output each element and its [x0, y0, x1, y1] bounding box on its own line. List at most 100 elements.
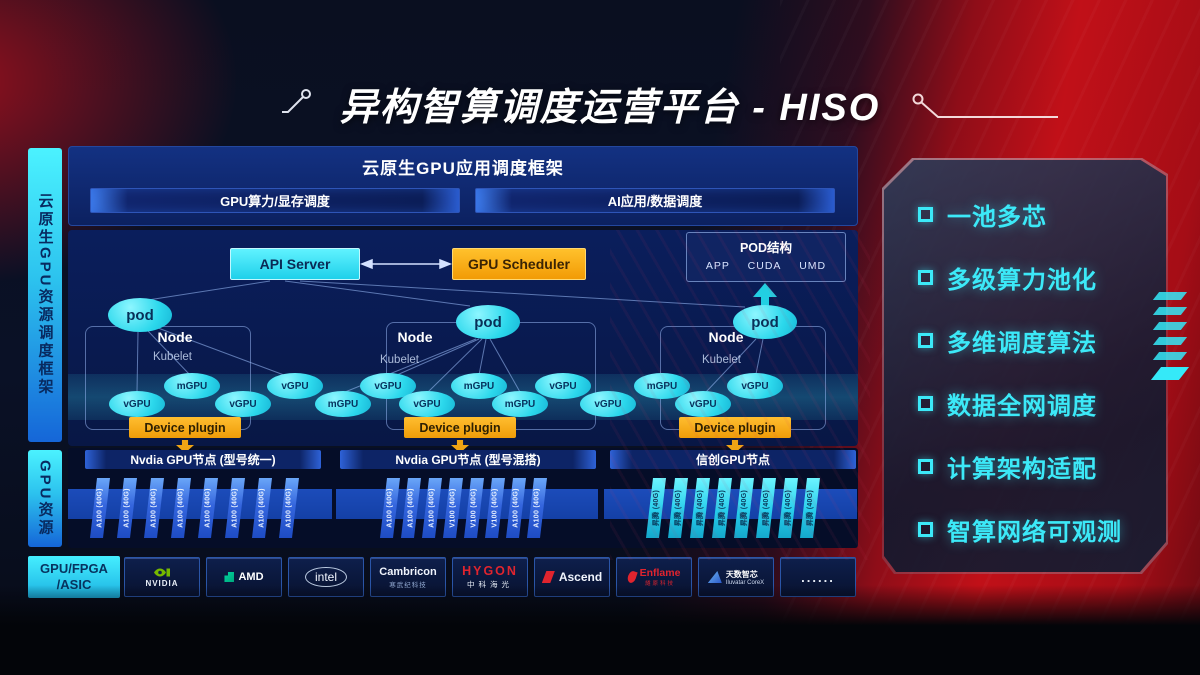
pod-structure-item-cuda: CUDA [747, 260, 782, 272]
kubelet-label: Kubelet [152, 351, 192, 363]
vgpu-ellipse: vGPU [399, 391, 455, 417]
vgpu-ellipse: vGPU [675, 391, 731, 417]
square-bullet-icon [918, 270, 933, 285]
pod-structure-title: POD结构 [739, 241, 793, 255]
hatch-stripes-decoration [1150, 292, 1190, 387]
gpu-card-label: V100 (40G) [449, 488, 457, 528]
pod-ellipse: pod [733, 305, 797, 339]
gpu-card-label: A100 (40G) [177, 488, 185, 528]
mgpu-ellipse: mGPU [164, 373, 220, 399]
gpu-card-label: 昇腾 (40G) [675, 489, 682, 527]
gpu-card-label: V100 (40G) [491, 488, 499, 528]
vgpu-ellipse: vGPU [535, 373, 591, 399]
mgpu-ellipse: mGPU [492, 391, 548, 417]
ascend-slash-icon [541, 571, 555, 583]
vendor-name: 天数智芯 [725, 569, 758, 579]
vendor-name: Cambricon [379, 565, 437, 578]
vendor-name: NVIDIA [145, 578, 179, 588]
square-bullet-icon [918, 522, 933, 537]
gpu-card-label: A100 (40G) [533, 488, 541, 528]
device-plugin-box: Device plugin [679, 417, 791, 438]
vendor-subname: Iluvatar CoreX [725, 579, 765, 586]
gpu-card-label: A100 (40G) [123, 488, 131, 528]
gpu-card-band [604, 489, 857, 519]
amd-arrow-icon [224, 572, 235, 582]
nvidia-eye-icon [154, 568, 170, 576]
enflame-flame-icon [625, 570, 638, 584]
gpu-node-header-uniform: Nvdia GPU节点 (型号统一) [85, 450, 321, 469]
feature-item: 数据全网调度 [947, 392, 1097, 420]
circuit-node-icon-left [282, 89, 311, 113]
gpu-card-label: A100 (40G) [512, 488, 520, 528]
iluvatar-triangle-icon [707, 571, 722, 583]
vendor-name: Ascend [558, 570, 603, 584]
gpu-card-label: 昇腾 (40G) [741, 489, 748, 527]
gpu-card-label: A100 (40G) [428, 488, 436, 528]
pod-structure-item-app: APP [705, 260, 730, 272]
feature-item: 多维调度算法 [947, 329, 1097, 357]
feature-item: 智算网络可观测 [947, 518, 1122, 546]
vgpu-ellipse: vGPU [109, 391, 165, 417]
gpu-card-label: A100 (40G) [96, 488, 104, 528]
feature-item: 一池多芯 [947, 203, 1047, 231]
vgpu-ellipse: vGPU [267, 373, 323, 399]
gpu-card-label: 昇腾 (40G) [653, 489, 660, 527]
gpu-card-label: A100 (40G) [407, 488, 415, 528]
node-label: Node [708, 329, 744, 345]
gpu-card-label: A100 (40G) [204, 488, 212, 528]
ai-app-data-scheduling-bar: AI应用/数据调度 [475, 188, 835, 213]
node-label: Node [397, 329, 433, 345]
kubelet-label: Kubelet [379, 354, 419, 366]
vgpu-ellipse: vGPU [727, 373, 783, 399]
feature-item: 多级算力池化 [947, 266, 1097, 294]
pod-structure-box: POD结构 APP CUDA UMD [686, 232, 846, 282]
gpu-card-label: 昇腾 (40G) [807, 489, 814, 527]
gpu-card-label: A100 (40G) [285, 488, 293, 528]
more-vendors-dots: ...... [801, 569, 835, 585]
page-title: 异构智算调度运营平台 - HISO [339, 87, 881, 129]
vendor-name: Enflame [639, 567, 681, 579]
vendor-subname: 燧原科技 [644, 581, 675, 587]
device-plugin-box: Device plugin [129, 417, 241, 438]
feature-item: 计算架构适配 [947, 455, 1097, 483]
pod-ellipse: pod [108, 298, 172, 332]
square-bullet-icon [918, 396, 933, 411]
gpu-compute-memory-scheduling-bar: GPU算力/显存调度 [90, 188, 460, 213]
node-label: Node [157, 329, 193, 345]
square-bullet-icon [918, 333, 933, 348]
gpu-node-header-mixed: Nvdia GPU节点 (型号混搭) [340, 450, 596, 469]
gpu-fpga-label-line1: GPU/FPGA [40, 560, 108, 576]
feature-panel: 一池多芯 多级算力池化 多维调度算法 数据全网调度 计算架构适配 智算网络可观测 [884, 160, 1166, 572]
kubelet-label: Kubelet [701, 354, 741, 366]
gpu-card-label: 昇腾 (40G) [785, 489, 792, 527]
bottom-black-band [0, 585, 1200, 675]
gpu-card-label: 昇腾 (40G) [763, 489, 770, 527]
gpu-card-label: V100 (40G) [470, 488, 478, 528]
gpu-card-label: 昇腾 (40G) [697, 489, 704, 527]
api-server-box: API Server [230, 248, 360, 280]
pod-ellipse: pod [456, 305, 520, 339]
square-bullet-icon [918, 207, 933, 222]
gpu-card-label: A100 (40G) [150, 488, 158, 528]
gpu-card-label: A100 (40G) [386, 488, 394, 528]
vgpu-ellipse: vGPU [215, 391, 271, 417]
vendor-name: AMD [238, 571, 264, 583]
square-bullet-icon [918, 459, 933, 474]
gpu-card-label: 昇腾 (40G) [719, 489, 726, 527]
app-framework-title: 云原生GPU应用调度框架 [362, 159, 564, 178]
mgpu-ellipse: mGPU [315, 391, 371, 417]
gpu-card-label: A100 (40G) [258, 488, 266, 528]
circuit-node-icon-right [912, 93, 1058, 118]
vgpu-ellipse: vGPU [580, 391, 636, 417]
sidebar-gpu-resource-label: GPU资源 [28, 450, 62, 547]
gpu-node-header-xinchuang: 信创GPU节点 [610, 450, 856, 469]
vendor-name: HYGON [462, 564, 518, 578]
vendor-subname: 中科海光 [467, 579, 513, 590]
device-plugin-box: Device plugin [404, 417, 516, 438]
intel-oval-icon: intel [304, 567, 347, 587]
gpu-card-label: A100 (40G) [231, 488, 239, 528]
pod-structure-item-umd: UMD [799, 260, 827, 272]
gpu-scheduler-box: GPU Scheduler [452, 248, 586, 280]
